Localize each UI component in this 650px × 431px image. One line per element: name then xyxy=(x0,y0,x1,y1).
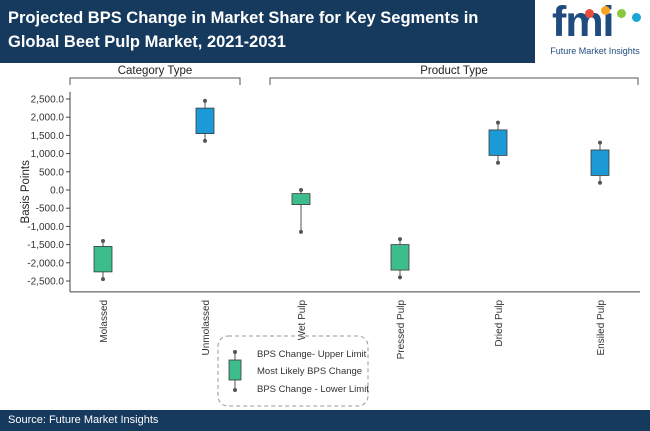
y-axis-title: Basis Points xyxy=(20,160,32,224)
y-tick-label: 0.0 xyxy=(50,186,64,197)
lower-limit-point xyxy=(101,277,105,282)
box-likely-range xyxy=(390,244,410,271)
box-likely-range xyxy=(488,129,508,156)
y-tick-label: 2,500.0 xyxy=(31,95,65,106)
legend-likely-label: Most Likely BPS Change xyxy=(257,366,362,377)
chart-title: Projected BPS Change in Market Share for… xyxy=(8,9,479,51)
upper-limit-point xyxy=(398,237,402,242)
group-label: Category Type xyxy=(118,65,193,77)
box-likely-range xyxy=(195,107,215,134)
y-tick-label: -2,000.0 xyxy=(27,258,64,269)
upper-limit-point xyxy=(598,140,602,145)
box-likely-range xyxy=(291,193,311,205)
group-bracket xyxy=(69,77,241,85)
y-tick-label: 500.0 xyxy=(39,167,64,178)
x-category-label: Molassed xyxy=(99,300,110,343)
box-likely-range xyxy=(590,149,610,176)
upper-limit-point xyxy=(299,188,303,192)
y-tick-label: -1,000.0 xyxy=(27,222,64,233)
source-note: Source: Future Market Insights xyxy=(8,414,159,426)
y-tick-label: -500.0 xyxy=(36,204,65,215)
lower-limit-point xyxy=(299,229,303,234)
upper-limit-point xyxy=(496,120,500,125)
box-likely-range xyxy=(93,246,113,273)
brand-tagline: Future Market Insights xyxy=(550,46,640,56)
legend-upper-label: BPS Change- Upper Limit xyxy=(257,349,367,360)
legend-upper-point xyxy=(233,350,237,354)
group-label: Product Type xyxy=(420,65,488,77)
legend-box-swatch xyxy=(228,359,242,381)
lower-limit-point xyxy=(203,138,207,143)
legend-box xyxy=(217,335,369,407)
y-tick-label: -1,500.0 xyxy=(27,240,64,251)
lower-limit-point xyxy=(398,275,402,280)
x-category-label: Pressed Pulp xyxy=(396,299,407,359)
lower-limit-point xyxy=(496,160,500,165)
y-tick-label: 1,000.0 xyxy=(31,149,65,160)
lower-limit-point xyxy=(598,180,602,185)
y-tick-label: -2,500.0 xyxy=(27,277,64,288)
y-tick-label: 1,500.0 xyxy=(31,131,65,142)
footer-bar: Source: Future Market Insights xyxy=(0,410,650,431)
legend-lower-label: BPS Change - Lower Limit xyxy=(257,384,369,395)
group-bracket xyxy=(269,77,639,85)
x-category-label: Dried Pulp xyxy=(494,299,505,346)
upper-limit-point xyxy=(101,238,105,243)
logo-dot-blue xyxy=(632,13,641,22)
logo-dot-orange xyxy=(601,6,610,15)
legend-lower-point xyxy=(233,388,237,392)
logo-dot-red xyxy=(585,9,594,18)
upper-limit-point xyxy=(203,98,207,103)
x-category-label: Unmolassed xyxy=(201,300,212,356)
x-category-label: Ensiled Pulp xyxy=(596,299,607,355)
logo-dot-green xyxy=(617,9,626,18)
x-category-label: Wet Pulp xyxy=(297,299,308,340)
y-tick-label: 2,000.0 xyxy=(31,113,65,124)
box-chart: 2,500.0 2,000.0 1,500.0 1,000.0 500.0 0.0 -500… xyxy=(20,65,640,407)
